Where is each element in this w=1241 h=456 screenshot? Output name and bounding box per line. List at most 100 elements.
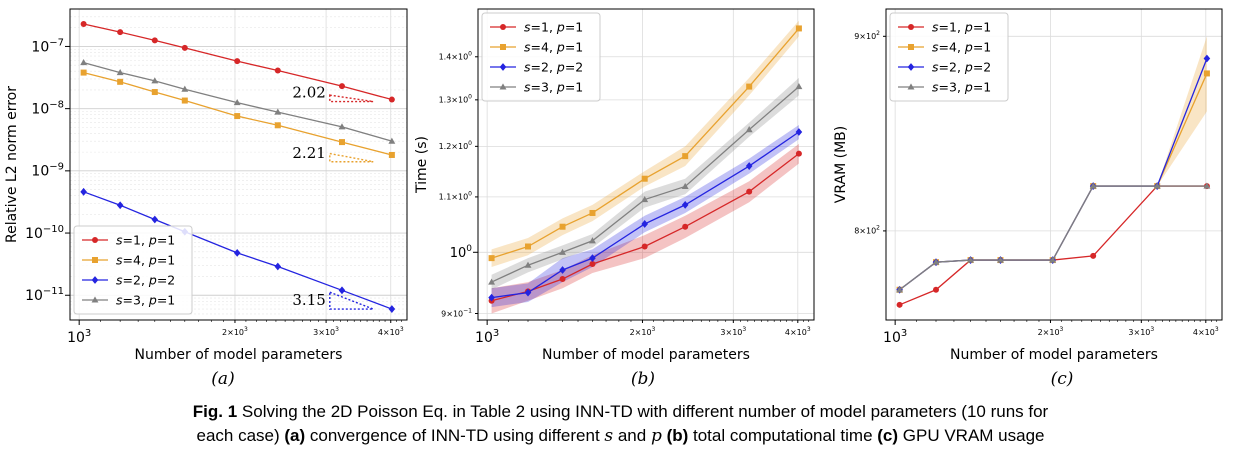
y-tick-label: 10−11	[25, 286, 64, 304]
data-point	[681, 200, 689, 209]
legend-marker	[907, 63, 915, 71]
data-point	[559, 266, 566, 274]
legend-marker	[499, 63, 507, 71]
series-line-2	[491, 131, 800, 299]
legend-marker	[91, 276, 99, 284]
legend-box	[73, 225, 193, 315]
y-tick-label: 10−9	[31, 162, 64, 180]
panel-a-convergence-chart: 2.02 2.21 3.15 103 2×103 3×103 4×103 10−11 10−10…	[4, 8, 408, 363]
legend-label: s=3, p=1	[932, 80, 991, 95]
data-point	[682, 153, 689, 160]
x-tick-label: 103	[883, 328, 907, 346]
data-point	[338, 286, 346, 295]
data-point	[388, 305, 396, 313]
data-point	[234, 58, 241, 65]
data-point	[1090, 252, 1097, 259]
caption-symbol-s: s	[604, 426, 614, 446]
data-point	[338, 123, 346, 130]
y-tick-label: 1.2×100	[439, 140, 473, 151]
data-point	[641, 195, 649, 203]
data-point	[274, 122, 281, 129]
y-tick-label: 1.3×100	[439, 94, 473, 105]
data-point	[933, 286, 940, 293]
legend-label: s=1, p=1	[524, 20, 583, 35]
data-point	[234, 113, 241, 120]
series-band-1	[491, 20, 799, 267]
caption-text-2g: total computational time	[688, 426, 878, 445]
series-line-0	[83, 23, 393, 101]
data-point	[151, 77, 159, 84]
slope-label: 3.15	[292, 291, 325, 309]
y-tick-label: 9×102	[854, 30, 880, 41]
data-point	[795, 25, 802, 32]
data-point	[795, 150, 802, 157]
y-tick-label: 10−10	[25, 224, 64, 242]
y-tick-label: 9×10−1	[441, 307, 472, 318]
slope-triangle	[329, 291, 374, 310]
data-point	[274, 67, 281, 74]
legend-marker	[907, 83, 915, 90]
data-point	[151, 37, 158, 44]
x-axis-label: Number of model parameters	[135, 347, 343, 363]
data-point	[181, 97, 188, 104]
legend-label: s=3, p=1	[524, 80, 583, 95]
data-point	[896, 301, 903, 308]
legend-label: s=2, p=2	[524, 60, 583, 75]
x-tick-label: 3×103	[720, 326, 746, 337]
caption-fig-label: Fig. 1	[192, 402, 238, 421]
panel-label: (c)	[1051, 369, 1074, 389]
data-point	[795, 128, 803, 136]
data-point	[488, 278, 496, 285]
x-tick-label: 3×103	[313, 326, 339, 337]
series-line-3	[83, 61, 393, 142]
data-point	[80, 20, 87, 27]
legend-marker	[500, 24, 506, 30]
caption-symbol-p: p	[650, 426, 662, 446]
legend-box	[481, 12, 601, 102]
series-line-1	[491, 28, 800, 259]
series-line-1	[83, 71, 393, 156]
y-axis-label: Relative L2 norm error	[4, 86, 20, 243]
x-tick-label: 3×103	[1128, 326, 1154, 337]
data-point	[1203, 182, 1211, 189]
x-axis-label: Number of model parameters	[542, 347, 750, 363]
caption-ref-a: (a)	[284, 426, 306, 445]
data-point	[116, 201, 124, 210]
caption-line-2: each case) (a) convergence of INN-TD usi…	[0, 424, 1241, 448]
data-point	[746, 83, 753, 90]
data-point	[388, 96, 395, 103]
series-line-2	[83, 191, 393, 310]
y-tick-label: 1.4×100	[439, 51, 473, 62]
series-line-3	[899, 185, 1207, 291]
data-point	[117, 29, 124, 36]
caption-text-2a: each case)	[196, 426, 285, 445]
y-axis-label: VRAM (MB)	[833, 126, 849, 203]
data-point	[388, 151, 395, 158]
data-point	[274, 262, 282, 271]
panel-labels: (a) (b) (c)	[211, 369, 1073, 389]
data-point	[589, 261, 596, 268]
data-point	[1089, 182, 1097, 189]
data-point	[338, 83, 345, 90]
data-point	[745, 162, 753, 170]
caption-text-2c: convergence of INN-TD using different	[305, 426, 605, 445]
panel-c-vram-chart: 103 2×103 3×103 4×103 8×102 9×102 Number of mo…	[833, 8, 1223, 363]
x-tick-label: 4×103	[785, 326, 811, 337]
data-point	[116, 68, 124, 76]
legend-label: s=1, p=1	[116, 233, 175, 248]
data-point	[896, 286, 904, 293]
x-tick-label: 2×103	[222, 326, 248, 337]
data-point	[641, 220, 649, 228]
series-band-2	[491, 124, 799, 308]
panel-label: (a)	[211, 369, 234, 389]
data-point	[117, 78, 124, 85]
legend-label: s=2, p=2	[932, 60, 991, 75]
data-point	[997, 256, 1004, 263]
plot-frame	[885, 8, 1223, 321]
legend-label: s=4, p=1	[116, 253, 175, 268]
legend-label: s=3, p=1	[116, 293, 175, 308]
data-point	[795, 82, 803, 90]
panel-label: (b)	[631, 369, 655, 389]
legend-marker	[500, 44, 506, 50]
